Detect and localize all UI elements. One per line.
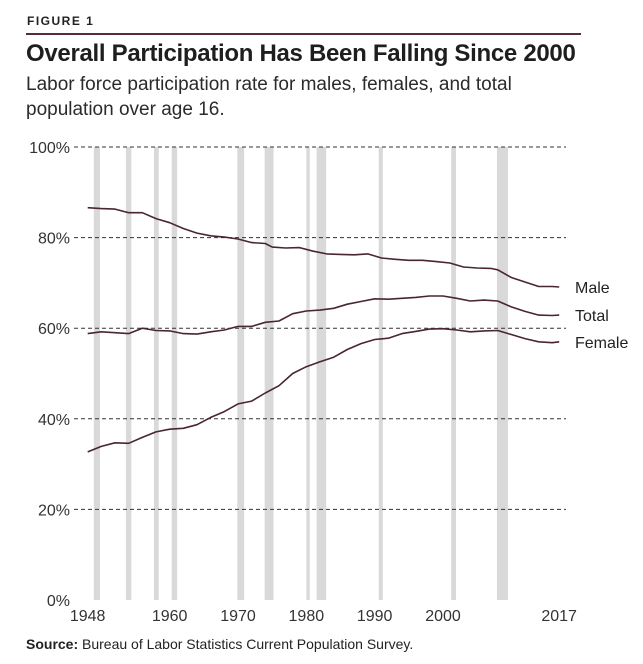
recession-band-7: [316, 147, 327, 600]
recession-band-2: [153, 147, 159, 600]
recession-band-9: [451, 147, 456, 600]
recession-band-10: [496, 147, 508, 600]
recession-bands: [93, 147, 508, 600]
x-tick-label: 1980: [289, 608, 325, 625]
recession-band-1: [125, 147, 132, 600]
y-tick-label: 60%: [38, 321, 70, 338]
x-tick-label: 1970: [220, 608, 256, 625]
figure-label: FIGURE 1: [27, 14, 95, 28]
series-line-female: [87, 327, 560, 453]
series-label-total: Total: [575, 308, 609, 325]
series-label-male: Male: [575, 280, 610, 297]
y-tick-label: 100%: [29, 140, 70, 157]
recession-band-3: [171, 147, 178, 600]
x-tick-label: 1990: [357, 608, 393, 625]
source-note: Source: Bureau of Labor Statistics Curre…: [26, 636, 413, 652]
header-rule: [26, 33, 581, 35]
x-tick-label: 2000: [425, 608, 461, 625]
series-label-female: Female: [575, 335, 628, 352]
chart-title: Overall Participation Has Been Falling S…: [26, 40, 576, 67]
chart-subtitle: Labor force participation rate for males…: [26, 74, 512, 120]
x-tick-label: 2017: [541, 608, 577, 625]
source-text: Bureau of Labor Statistics Current Popul…: [78, 636, 414, 652]
recession-band-8: [378, 147, 383, 600]
x-tick-label: 1960: [152, 608, 188, 625]
y-axis-ticks: 100% 80% 60% 40% 20% 0%: [29, 140, 70, 610]
recession-band-5: [264, 147, 274, 600]
series-group: Male Total Female: [87, 206, 628, 453]
series-line-total: [87, 295, 560, 335]
recession-band-6: [306, 147, 310, 600]
y-tick-label: 40%: [38, 412, 70, 429]
gridlines: [74, 146, 566, 510]
y-tick-label: 80%: [38, 231, 70, 248]
x-axis-ticks: 1948 1960 1970 1980 1990 2000 2017: [70, 608, 577, 625]
recession-band-4: [237, 147, 245, 600]
y-tick-label: 0%: [47, 593, 70, 610]
x-tick-label: 1948: [70, 608, 106, 625]
series-line-male: [87, 206, 560, 288]
y-tick-label: 20%: [38, 502, 70, 519]
source-label: Source:: [26, 636, 79, 652]
recession-band-0: [93, 147, 100, 600]
